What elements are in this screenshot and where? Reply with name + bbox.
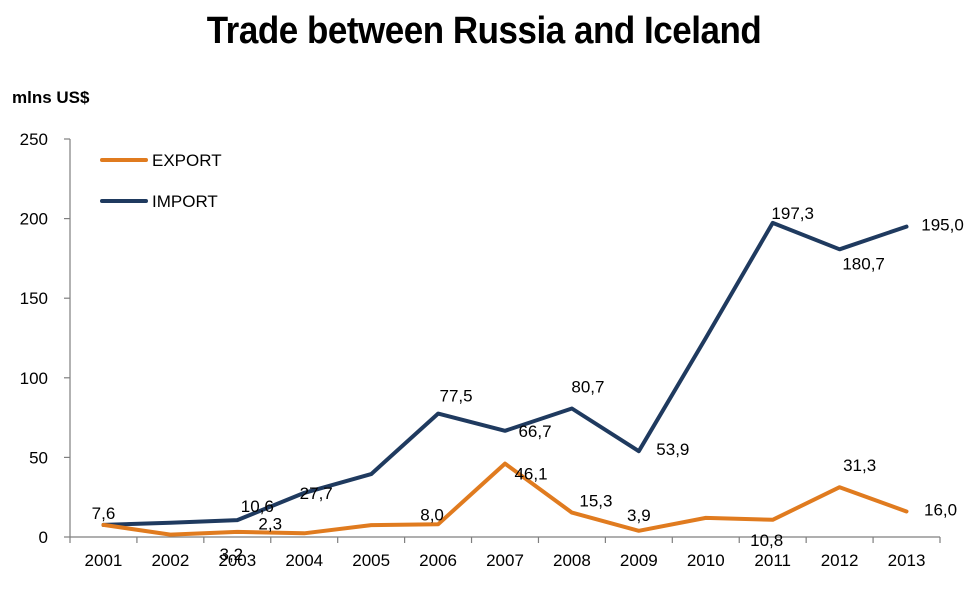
data-point-export: [637, 529, 641, 533]
data-label-import: 53,9: [656, 440, 689, 459]
data-label-export: 15,3: [579, 492, 612, 511]
data-label-export: 31,3: [843, 456, 876, 475]
x-tick-label: 2010: [687, 551, 725, 570]
data-label-export: 7,6: [92, 504, 116, 523]
data-label-export: 10,8: [750, 531, 783, 550]
y-tick-label: 200: [20, 210, 48, 229]
data-point-export: [235, 530, 239, 534]
data-point-export: [436, 522, 440, 526]
series-line-import: [101, 220, 909, 527]
data-label-import: 197,3: [771, 204, 814, 223]
data-label-export: 46,1: [514, 465, 547, 484]
y-tick-label: 150: [20, 289, 48, 308]
data-point-export: [168, 533, 172, 537]
x-tick-label: 2007: [486, 551, 524, 570]
series-line-export: [101, 461, 909, 537]
data-label-import: 66,7: [518, 422, 551, 441]
data-point-import: [235, 518, 239, 522]
legend-label-import: IMPORT: [152, 192, 218, 211]
data-label-export: 16,0: [924, 501, 957, 520]
data-point-import: [704, 336, 708, 340]
data-point-import: [905, 225, 909, 229]
x-tick-label: 2006: [419, 551, 457, 570]
data-label-import: 27,7: [300, 484, 333, 503]
data-point-export: [369, 523, 373, 527]
y-tick-label: 50: [29, 448, 48, 467]
data-point-export: [101, 523, 105, 527]
y-tick-label: 250: [20, 130, 48, 149]
data-point-import: [369, 472, 373, 476]
data-point-import: [168, 521, 172, 525]
legend-label-export: EXPORT: [152, 151, 222, 170]
data-point-export: [503, 462, 507, 466]
x-tick-label: 2005: [352, 551, 390, 570]
data-label-export: 2,3: [258, 514, 282, 533]
chart-title: Trade between Russia and Iceland: [206, 10, 762, 52]
data-point-import: [436, 412, 440, 416]
x-tick-label: 2013: [888, 551, 926, 570]
data-point-export: [905, 510, 909, 514]
data-label-import: 77,5: [440, 387, 473, 406]
data-label-import: 180,7: [842, 254, 885, 273]
y-axis-label: mlns US$: [12, 88, 90, 107]
data-point-export: [704, 516, 708, 520]
data-label-export: 8,0: [420, 505, 444, 524]
x-tick-label: 2012: [821, 551, 859, 570]
x-tick-label: 2004: [285, 551, 323, 570]
data-point-import: [503, 429, 507, 433]
data-point-import: [570, 407, 574, 411]
x-tick-label: 2011: [754, 551, 791, 570]
y-tick-label: 100: [20, 369, 48, 388]
data-point-export: [302, 531, 306, 535]
data-point-import: [771, 221, 775, 225]
x-tick-label: 2003: [218, 551, 256, 570]
data-label-import: 80,7: [571, 378, 604, 397]
y-tick-label: 0: [39, 528, 48, 547]
data-point-import: [302, 491, 306, 495]
x-tick-label: 2001: [85, 551, 123, 570]
x-tick-label: 2008: [553, 551, 591, 570]
x-tick-label: 2002: [151, 551, 189, 570]
data-label-import: 195,0: [921, 216, 964, 235]
data-label-export: 3,9: [627, 506, 651, 525]
data-label-import: 10,6: [241, 497, 274, 516]
data-label-export: 3,2: [219, 545, 243, 564]
x-tick-label: 2009: [620, 551, 658, 570]
data-point-export: [771, 518, 775, 522]
data-point-export: [570, 511, 574, 515]
data-point-import: [838, 247, 842, 251]
data-point-import: [637, 449, 641, 453]
data-point-export: [838, 485, 842, 489]
